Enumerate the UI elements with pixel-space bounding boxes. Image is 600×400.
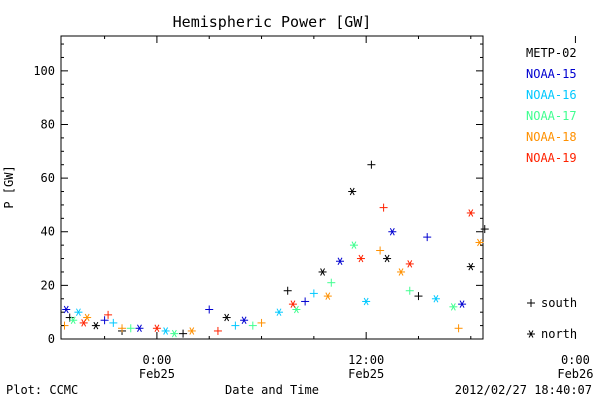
point-noaa-15-north	[62, 305, 71, 314]
point-noaa-19-north	[466, 209, 475, 217]
legend: METP-02 NOAA-15 NOAA-16 NOAA-17 NOAA-18 NOAA-…	[526, 46, 577, 165]
point-noaa-16-south	[309, 289, 318, 298]
point-noaa-17-north	[170, 329, 179, 338]
y-tick-label: 40	[41, 225, 55, 239]
x-axis: 0:00Feb2512:00Feb250:00Feb2612:00Feb260:…	[104, 36, 593, 381]
point-noaa-19-south	[213, 326, 222, 335]
point-noaa-16-south	[231, 321, 240, 330]
plot-frame	[60, 35, 484, 340]
point-noaa-19-north	[152, 324, 161, 333]
y-tick-label: 20	[41, 278, 55, 292]
point-noaa-15-north	[240, 316, 249, 324]
point-noaa-18-north	[83, 313, 92, 322]
point-metp-02-south	[367, 160, 376, 169]
point-noaa-15-north	[336, 257, 345, 265]
point-noaa-16-south	[109, 318, 118, 327]
marker-legend: south north	[527, 296, 577, 341]
point-noaa-15-south	[301, 297, 310, 306]
point-noaa-18-north	[397, 268, 406, 276]
point-noaa-18-south	[118, 324, 127, 333]
point-noaa-19-north	[79, 319, 88, 327]
point-metp-02-north	[466, 262, 475, 271]
y-tick-label: 60	[41, 171, 55, 185]
point-noaa-16-north	[74, 308, 83, 316]
point-noaa-19-south	[379, 203, 388, 212]
point-noaa-17-south	[405, 286, 414, 295]
point-noaa-19-south	[104, 310, 113, 319]
point-metp-02-south	[414, 292, 423, 301]
y-axis-label: P [GW]	[2, 165, 16, 208]
point-noaa-16-north	[362, 297, 371, 306]
legend-entry: NOAA-18	[526, 130, 577, 144]
x-axis-label: Date and Time	[225, 383, 319, 397]
legend-entry: NOAA-16	[526, 88, 577, 102]
data-markers	[60, 160, 489, 338]
point-metp-02-north	[383, 254, 392, 263]
point-noaa-16-north	[274, 308, 283, 316]
y-tick-label: 100	[33, 64, 55, 78]
footer-timestamp: 2012/02/27 18:40:07	[455, 383, 592, 397]
x-tick-date-label: Feb26	[557, 367, 593, 381]
point-noaa-15-north	[388, 227, 397, 236]
marker-legend-plus-symbol	[527, 299, 535, 307]
x-tick-date-label: Feb25	[348, 367, 384, 381]
point-metp-02-north	[348, 187, 357, 196]
point-noaa-15-south	[423, 233, 432, 242]
point-metp-02-south	[179, 329, 188, 338]
y-tick-label: 0	[48, 332, 55, 346]
footer-source: Plot: CCMC	[6, 383, 78, 397]
legend-entry: NOAA-19	[526, 151, 577, 165]
x-tick-time-label: 0:00	[142, 353, 171, 367]
point-noaa-19-north	[288, 300, 297, 308]
point-noaa-17-north	[69, 316, 78, 324]
chart-title: Hemispheric Power [GW]	[173, 13, 372, 31]
point-noaa-15-north	[458, 300, 467, 308]
point-metp-02-north	[91, 321, 100, 330]
point-metp-02-north	[222, 313, 231, 322]
point-noaa-17-south	[248, 321, 257, 330]
point-noaa-17-north	[349, 241, 358, 249]
point-noaa-18-south	[376, 246, 385, 255]
legend-entry: NOAA-15	[526, 67, 577, 81]
point-noaa-18-south	[257, 318, 266, 327]
point-noaa-17-south	[126, 324, 135, 333]
marker-legend-label: south	[541, 296, 577, 310]
marker-legend-star-symbol	[527, 330, 535, 338]
x-tick-time-label: 12:00	[348, 353, 384, 367]
point-metp-02-north	[318, 268, 327, 276]
point-noaa-18-north	[187, 327, 196, 335]
x-tick-date-label: Feb25	[139, 367, 175, 381]
point-noaa-17-north	[292, 305, 301, 314]
point-noaa-18-south	[454, 324, 463, 333]
legend-entry: NOAA-17	[526, 109, 577, 123]
point-noaa-17-south	[327, 278, 336, 287]
point-metp-02-south	[283, 286, 292, 295]
y-tick-label: 80	[41, 117, 55, 131]
point-noaa-17-north	[449, 303, 458, 311]
point-noaa-15-south	[205, 305, 214, 314]
point-metp-02-south	[480, 225, 489, 234]
point-noaa-16-north	[161, 327, 170, 335]
marker-legend-label: north	[541, 327, 577, 341]
point-noaa-15-south	[100, 316, 109, 325]
point-noaa-19-north	[356, 254, 365, 263]
point-noaa-19-north	[405, 260, 414, 268]
x-tick-time-label: 0:00	[561, 353, 590, 367]
legend-entry: METP-02	[526, 46, 577, 60]
y-axis: 0 20 40 60 80 100	[33, 43, 483, 346]
point-noaa-15-north	[135, 324, 144, 333]
point-noaa-16-north	[431, 295, 440, 303]
point-noaa-18-north	[323, 292, 332, 300]
